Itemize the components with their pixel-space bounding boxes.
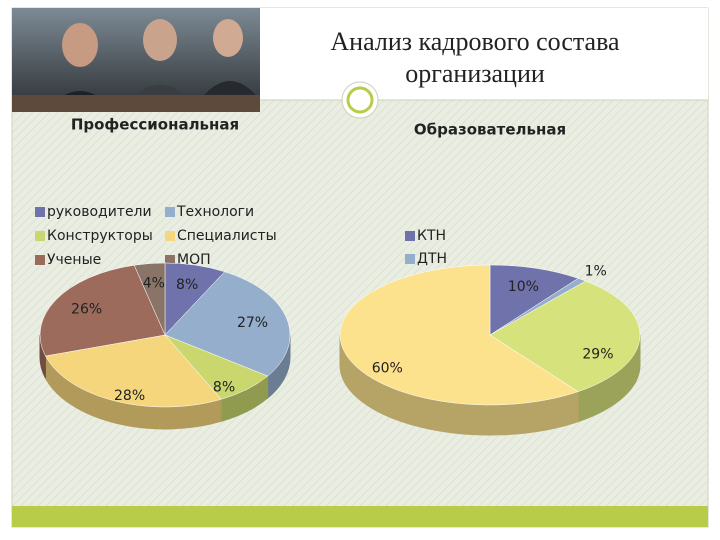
photo-face xyxy=(213,19,243,57)
data-label: 10% xyxy=(508,279,539,295)
legend-swatch xyxy=(35,207,45,217)
footer-bar xyxy=(12,506,708,527)
data-label: 1% xyxy=(585,263,607,279)
data-label: 28% xyxy=(114,388,145,404)
photo-face xyxy=(62,23,98,67)
ornament-ring xyxy=(346,86,374,114)
chart-title: Образовательная xyxy=(414,121,566,139)
pie-slice xyxy=(39,264,166,357)
chart-title: Профессиональная xyxy=(71,116,239,134)
pie-slice xyxy=(133,262,166,336)
photo-face xyxy=(143,19,177,61)
pie-slice xyxy=(164,271,291,377)
legend-label: Технологи xyxy=(176,204,254,220)
data-label: 4% xyxy=(143,276,165,292)
legend-swatch xyxy=(165,207,175,217)
legend-label: Ученые xyxy=(47,252,101,268)
legend-swatch xyxy=(405,231,415,241)
legend-label: Специалисты xyxy=(177,228,277,244)
legend-swatch xyxy=(165,255,175,265)
photo xyxy=(12,8,260,112)
data-label: 27% xyxy=(237,315,268,331)
legend-label: руководители xyxy=(47,204,152,220)
pie-slice xyxy=(489,264,579,336)
legend-label: ДТН xyxy=(417,251,447,267)
legend-swatch xyxy=(165,231,175,241)
legend-label: Конструкторы xyxy=(47,228,153,244)
slide-title: Анализ кадрового состава xyxy=(330,27,620,56)
pie-slice xyxy=(45,334,222,408)
legend-swatch xyxy=(405,254,415,264)
legend-swatch xyxy=(35,231,45,241)
photo-table xyxy=(12,95,260,112)
legend-label: КТН xyxy=(417,228,446,244)
data-label: 29% xyxy=(582,347,613,363)
slide-title: организации xyxy=(405,59,545,88)
data-label: 8% xyxy=(213,379,235,395)
legend-swatch xyxy=(35,255,45,265)
pie-slice xyxy=(339,264,579,406)
pie-slice xyxy=(489,280,641,392)
data-label: 26% xyxy=(71,302,102,318)
data-label: 60% xyxy=(372,361,403,377)
data-label: 8% xyxy=(176,277,198,293)
